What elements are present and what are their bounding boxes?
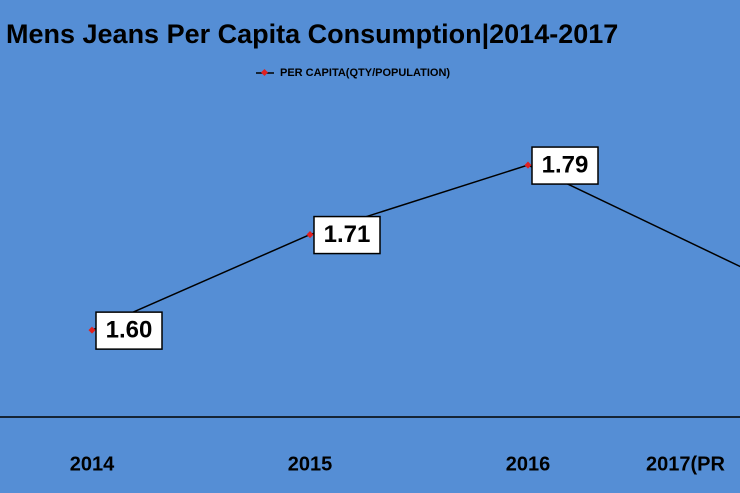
data-label-box bbox=[531, 146, 599, 185]
data-label: 1.79 bbox=[542, 151, 589, 178]
data-point bbox=[88, 326, 96, 334]
x-tick-label: 2017(PR bbox=[646, 453, 725, 475]
data-point bbox=[524, 161, 532, 169]
data-label-box bbox=[95, 311, 163, 350]
data-label-box bbox=[313, 215, 381, 255]
data-label: 1.71 bbox=[324, 221, 371, 248]
chart-title: Mens Jeans Per Capita Consumption|2014-2… bbox=[6, 19, 618, 49]
x-tick-label: 2015 bbox=[288, 453, 333, 475]
data-label: 1.60 bbox=[106, 316, 153, 343]
legend-marker bbox=[260, 68, 269, 77]
legend-label: PER CAPITA(QTY/POPULATION) bbox=[280, 67, 450, 79]
x-tick-label: 2016 bbox=[506, 453, 551, 475]
data-point bbox=[306, 231, 314, 239]
data-line bbox=[91, 164, 740, 331]
x-tick-label: 2014 bbox=[70, 453, 115, 475]
